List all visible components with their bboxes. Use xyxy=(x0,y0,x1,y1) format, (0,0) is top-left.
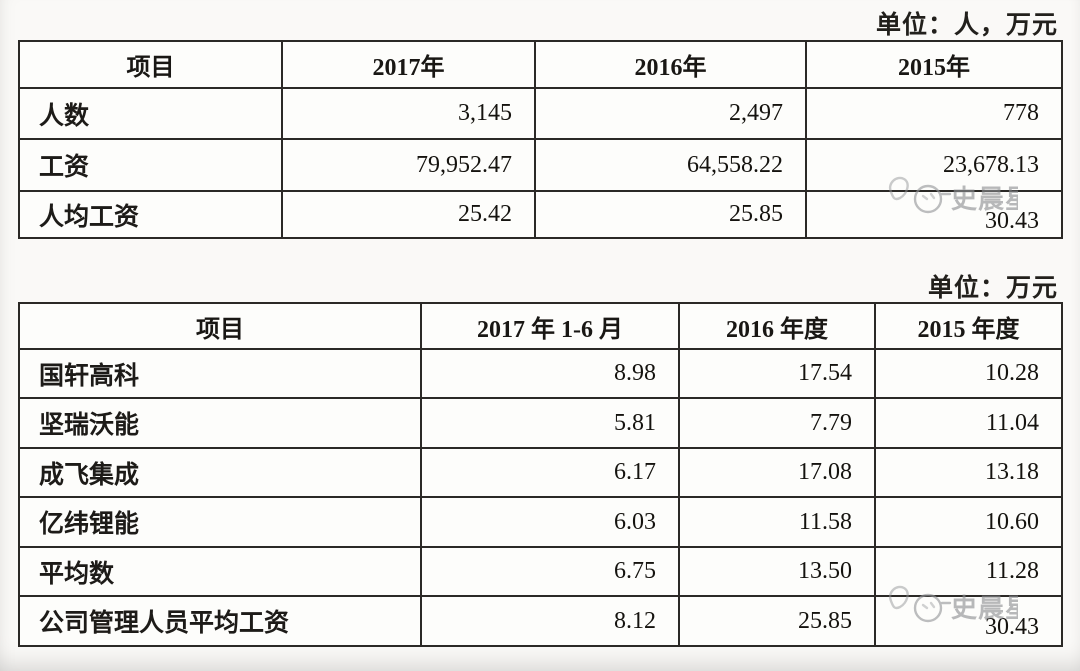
table1-header-2016: 2016年 xyxy=(534,40,807,89)
table2-header-2015: 2015 年度 xyxy=(874,302,1063,350)
row-label: 坚瑞沃能 xyxy=(18,397,422,449)
table1-header-item: 项目 xyxy=(18,40,283,89)
value-cell: 6.75 xyxy=(420,546,680,597)
value-cell: 11.04 xyxy=(874,397,1063,449)
row-label: 人均工资 xyxy=(18,190,283,239)
table-row-guoxuan: 国轩高科 8.98 17.54 10.28 xyxy=(18,348,1063,399)
table1-header-row: 项目 2017年 2016年 2015年 xyxy=(18,40,1063,89)
value-cell: 11.58 xyxy=(678,496,876,548)
table-row-chengfei: 成飞集成 6.17 17.08 13.18 xyxy=(18,447,1063,498)
table2-header-item: 项目 xyxy=(18,302,422,350)
value-cell: 13.50 xyxy=(678,546,876,597)
value-cell: 25.85 xyxy=(678,595,876,647)
value-cell: 8.98 xyxy=(420,348,680,399)
unit-label-table1: 单位：人，万元 xyxy=(875,12,1058,39)
value-cell: 25.85 xyxy=(534,190,807,239)
value-cell: 30.43 xyxy=(805,190,1063,239)
value-cell: 64,558.22 xyxy=(534,138,807,192)
value-cell: 2,497 xyxy=(534,87,807,140)
row-label: 成飞集成 xyxy=(18,447,422,498)
value-cell: 6.17 xyxy=(420,447,680,498)
row-label: 国轩高科 xyxy=(18,348,422,399)
value-cell: 778 xyxy=(805,87,1063,140)
row-label: 平均数 xyxy=(18,546,422,597)
row-label: 公司管理人员平均工资 xyxy=(18,595,422,647)
value-cell: 7.79 xyxy=(678,397,876,449)
table-row-wages: 工资 79,952.47 64,558.22 23,678.13 xyxy=(18,138,1063,192)
unit-label-table2: 单位：万元 xyxy=(927,275,1058,302)
value-cell: 8.12 xyxy=(420,595,680,647)
value-cell: 11.28 xyxy=(874,546,1063,597)
table-row-avg-wage: 人均工资 25.42 25.85 30.43 xyxy=(18,190,1063,239)
value-cell: 3,145 xyxy=(281,87,536,140)
table2-header-2017h1: 2017 年 1-6 月 xyxy=(420,302,680,350)
value-cell: 79,952.47 xyxy=(281,138,536,192)
table2-header-2016: 2016 年度 xyxy=(678,302,876,350)
row-label: 亿纬锂能 xyxy=(18,496,422,548)
row-label: 工资 xyxy=(18,138,283,192)
value-cell: 13.18 xyxy=(874,447,1063,498)
peer-comparison-table: 项目 2017 年 1-6 月 2016 年度 2015 年度 国轩高科 8.9… xyxy=(18,302,1063,647)
value-cell: 17.54 xyxy=(678,348,876,399)
value-cell: 6.03 xyxy=(420,496,680,548)
table-row-headcount: 人数 3,145 2,497 778 xyxy=(18,87,1063,140)
table2-header-row: 项目 2017 年 1-6 月 2016 年度 2015 年度 xyxy=(18,302,1063,350)
table-row-jianrui: 坚瑞沃能 5.81 7.79 11.04 xyxy=(18,397,1063,449)
value-cell: 5.81 xyxy=(420,397,680,449)
value-cell: 10.60 xyxy=(874,496,1063,548)
table1-header-2015: 2015年 xyxy=(805,40,1063,89)
table1-header-2017: 2017年 xyxy=(281,40,536,89)
value-cell: 30.43 xyxy=(874,595,1063,647)
value-cell: 17.08 xyxy=(678,447,876,498)
row-label: 人数 xyxy=(18,87,283,140)
table-row-average: 平均数 6.75 13.50 11.28 xyxy=(18,546,1063,597)
value-cell: 23,678.13 xyxy=(805,138,1063,192)
value-cell: 10.28 xyxy=(874,348,1063,399)
table-row-mgmt-avg-wage: 公司管理人员平均工资 8.12 25.85 30.43 xyxy=(18,595,1063,647)
salary-summary-table: 项目 2017年 2016年 2015年 人数 3,145 2,497 778 … xyxy=(18,40,1063,239)
value-cell: 25.42 xyxy=(281,190,536,239)
table-row-yiwei: 亿纬锂能 6.03 11.58 10.60 xyxy=(18,496,1063,548)
